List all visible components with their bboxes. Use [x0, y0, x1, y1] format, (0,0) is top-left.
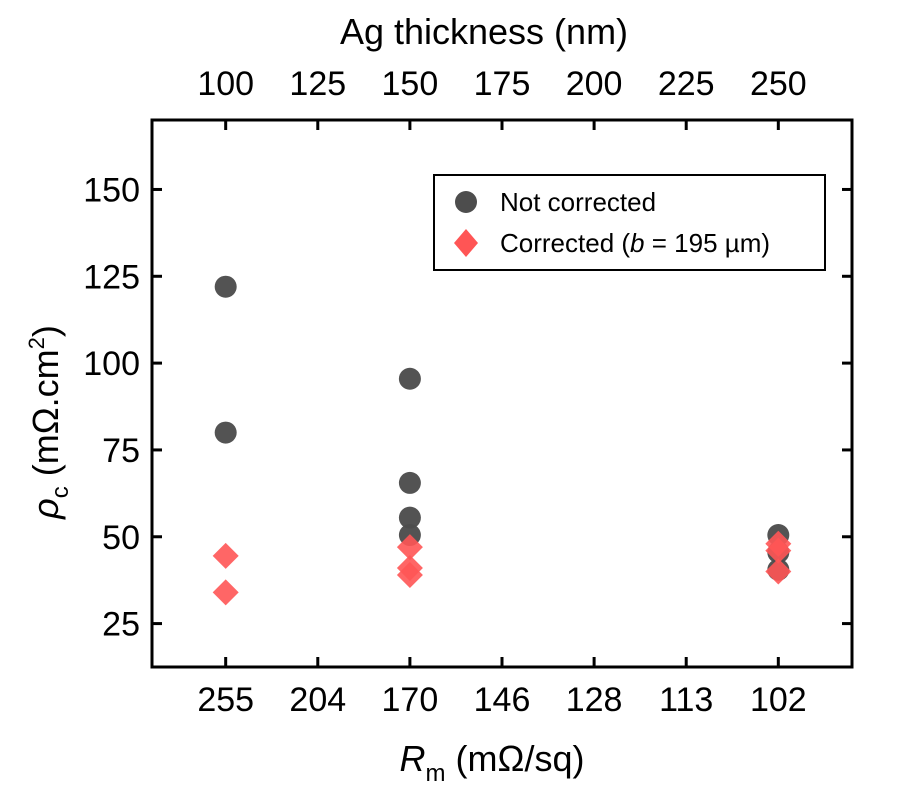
data-point-corrected	[765, 537, 792, 564]
top-axis-tick-label: 250	[750, 65, 807, 103]
legend: Not corrected Corrected (b = 195 µm)	[433, 174, 826, 271]
legend-label-corrected: Corrected (b = 195 µm)	[500, 228, 770, 258]
y-axis-tick-label: 75	[102, 432, 140, 470]
top-axis-tick-label: 125	[289, 65, 346, 103]
top-axis-tick-label: 150	[382, 65, 439, 103]
y-axis-tick-label: 125	[83, 258, 140, 296]
legend-marker-corrected	[454, 229, 478, 257]
legend-box	[433, 174, 826, 271]
data-point-corrected	[396, 534, 423, 561]
data-point-corrected	[212, 579, 239, 606]
top-axis-tick-label: 100	[197, 65, 254, 103]
data-point-not-corrected	[214, 421, 237, 444]
points-layer	[212, 275, 792, 606]
data-point-corrected	[396, 561, 423, 588]
top-axis-tick-label: 175	[474, 65, 531, 103]
ticks-layer: 100 255 125 204 150 170 175 146 200 128 225 113 250 1…	[83, 65, 852, 719]
legend-label-not-corrected: Not corrected	[500, 187, 656, 217]
data-point-corrected	[212, 542, 239, 569]
bottom-axis-tick-label: 146	[474, 681, 531, 719]
legend-marker-not-corrected	[455, 191, 477, 213]
bottom-axis-tick-label: 102	[750, 681, 807, 719]
y-axis-tick-label: 25	[102, 606, 140, 644]
y-axis-tick-label: 150	[83, 171, 140, 209]
bottom-axis-tick-label: 113	[659, 681, 713, 719]
data-point-corrected	[765, 558, 792, 585]
y-axis-tick-label: 50	[102, 519, 140, 557]
bottom-axis-tick-label: 255	[197, 681, 254, 719]
bottom-axis-tick-label: 128	[566, 681, 623, 719]
top-axis-title: Ag thickness (nm)	[340, 11, 628, 52]
data-point-not-corrected	[214, 275, 237, 298]
bottom-axis-title: Rm (mΩ/sq)	[400, 738, 585, 787]
top-axis-tick-label: 200	[566, 65, 623, 103]
data-point-not-corrected	[398, 471, 421, 494]
bottom-axis-tick-label: 204	[289, 681, 346, 719]
data-point-not-corrected	[398, 367, 421, 390]
y-axis-tick-label: 100	[83, 345, 140, 383]
y-axis-title: ρc (mΩ.cm2)	[24, 325, 74, 520]
data-point-not-corrected	[398, 506, 421, 529]
bottom-axis-tick-label: 170	[382, 681, 439, 719]
top-axis-tick-label: 225	[658, 65, 715, 103]
